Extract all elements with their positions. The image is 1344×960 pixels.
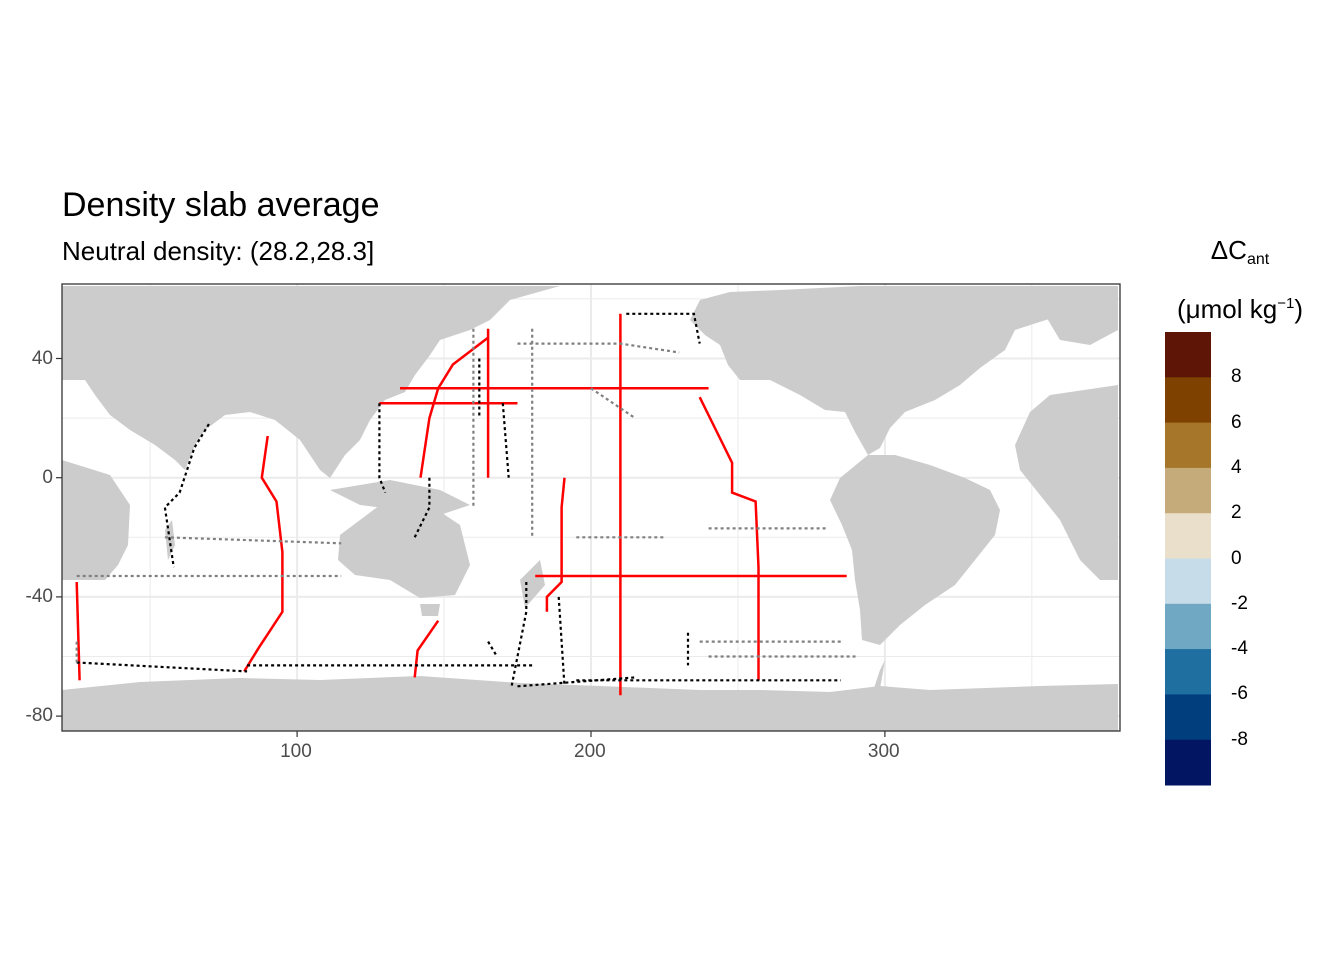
- legend-label-5: -2: [1231, 592, 1248, 614]
- legend-bin-0: [1165, 332, 1211, 378]
- legend-title-line2: (μmol kg−1): [1177, 294, 1303, 324]
- track-1-12: [76, 661, 248, 673]
- y-tick-label-1: 0: [42, 466, 53, 488]
- land-mask: [62, 286, 1118, 731]
- track-0-5: [413, 619, 440, 678]
- legend-bin-6: [1165, 603, 1211, 650]
- land-australia: [338, 505, 470, 598]
- legend-bin-2: [1165, 422, 1211, 469]
- track-1-3: [557, 596, 566, 687]
- track-0-4: [243, 435, 284, 673]
- land-eurasia: [62, 286, 560, 478]
- land-antarctica: [62, 676, 1118, 731]
- track-0-9: [419, 336, 489, 478]
- land-greenland: [1035, 286, 1118, 345]
- land-south-america: [830, 455, 1000, 645]
- legend-bin-3: [1165, 467, 1211, 514]
- legend-label-3: 2: [1231, 502, 1242, 524]
- track-1-11: [510, 582, 528, 687]
- x-tick-label-1: 200: [574, 741, 606, 762]
- chart-title: Density slab average: [62, 186, 380, 224]
- land-tasmania: [420, 604, 440, 616]
- legend-label-6: -4: [1231, 638, 1248, 660]
- legend-bin-1: [1165, 377, 1211, 424]
- legend-label-8: -8: [1231, 728, 1248, 750]
- y-tick-label-0: 40: [31, 347, 53, 369]
- track-1-6: [378, 403, 387, 494]
- y-tick-label-2: -40: [25, 585, 53, 607]
- legend-bin-8: [1165, 694, 1211, 741]
- track-0-6: [75, 581, 81, 681]
- legend-bin-4: [1165, 513, 1211, 559]
- track-2-7: [517, 342, 680, 354]
- transect-tracks: [75, 312, 856, 696]
- track-0-2: [698, 396, 760, 681]
- chart-subtitle: Neutral density: (28.2,28.3]: [62, 236, 375, 266]
- legend-bin-9: [1165, 739, 1211, 786]
- land-africa: [1015, 385, 1118, 580]
- legend-title: ΔCant (μmol kg−1): [1160, 228, 1320, 331]
- legend-label-4: 0: [1231, 547, 1242, 569]
- track-2-6: [590, 387, 636, 420]
- land-africa-west: [62, 460, 130, 580]
- track-0-10: [545, 477, 566, 612]
- track-1-8: [501, 403, 510, 478]
- legend-label-2: 4: [1231, 456, 1242, 478]
- track-1-4: [487, 641, 498, 658]
- axis-ticks: [56, 357, 886, 737]
- legend-colorbar: [1165, 332, 1211, 786]
- x-tick-label-2: 300: [867, 741, 900, 762]
- legend-label-7: -6: [1231, 683, 1248, 705]
- land-antarctic-peninsula: [870, 660, 885, 700]
- legend-bin-5: [1165, 558, 1211, 605]
- track-1-0: [163, 423, 210, 568]
- y-tick-label-3: -80: [25, 705, 53, 727]
- legend-label-0: 8: [1231, 366, 1242, 388]
- track-1-13: [517, 676, 636, 688]
- land-north-america: [690, 286, 1070, 455]
- land-indonesia: [330, 480, 470, 515]
- x-tick-label-0: 100: [280, 741, 312, 762]
- legend-bin-7: [1165, 649, 1211, 695]
- track-1-9: [626, 312, 701, 344]
- legend-label-1: 6: [1231, 411, 1242, 433]
- legend-title-line1: ΔCant: [1210, 235, 1270, 268]
